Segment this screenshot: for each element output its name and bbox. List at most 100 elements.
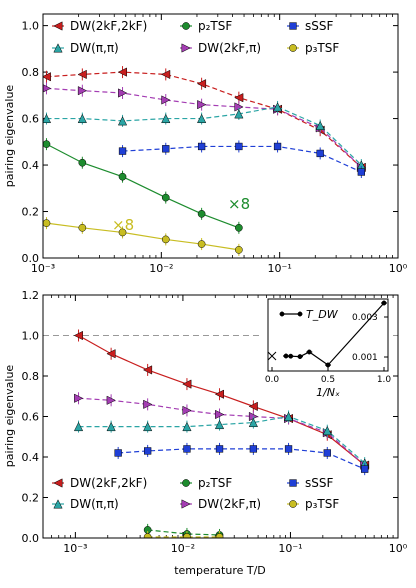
y-tick-label: 1.0 bbox=[22, 330, 40, 343]
y-tick-label: 0.8 bbox=[22, 370, 40, 383]
y-tick-label: 0.0 bbox=[22, 252, 40, 265]
data-point bbox=[197, 209, 206, 218]
y-tick-label: 0.4 bbox=[22, 451, 40, 464]
data-point bbox=[143, 533, 152, 538]
data-point bbox=[215, 533, 224, 538]
y-tick-label: 0.2 bbox=[22, 492, 40, 505]
inset-y-tick-label: 0.003 bbox=[352, 313, 378, 323]
inset-legend-label: T_DW bbox=[306, 308, 339, 321]
legend-label: DW(π,π) bbox=[70, 497, 119, 511]
top-panel: 0.0 0.2 0.4 0.6 0.8 1.0 10⁻³ 10⁻² 10⁻¹ 10⁰ pairin… bbox=[3, 13, 408, 275]
inset-data-point bbox=[381, 300, 387, 306]
top-legend: DW(2kF,2kF) DW(π,π) p₂TSF DW(2kF,π) sSSF p₃TS… bbox=[52, 19, 339, 55]
data-point bbox=[214, 389, 224, 399]
y-tick-label: 0.6 bbox=[22, 113, 40, 126]
data-point bbox=[272, 102, 283, 112]
data-point bbox=[78, 223, 87, 232]
data-point bbox=[118, 228, 127, 237]
y-tick-label: 0.4 bbox=[22, 159, 40, 172]
data-point bbox=[118, 147, 127, 155]
inset-x-tick-label: 0.5 bbox=[321, 375, 335, 385]
legend-label: sSSF bbox=[305, 476, 333, 490]
data-point bbox=[248, 401, 258, 411]
data-point bbox=[144, 447, 152, 455]
data-point bbox=[182, 379, 192, 389]
data-point bbox=[235, 223, 243, 232]
data-point bbox=[74, 393, 84, 403]
series-line bbox=[78, 397, 366, 466]
legend-label: p₃TSF bbox=[305, 497, 339, 511]
x-tick-label: 10⁻¹ bbox=[268, 262, 292, 275]
y-tick-label: 0.0 bbox=[22, 532, 40, 545]
legend-swatch-marker bbox=[182, 479, 190, 487]
x-tick-label: 10⁻³ bbox=[31, 262, 55, 275]
data-point bbox=[196, 79, 207, 89]
legend-swatch-marker bbox=[53, 21, 63, 31]
data-point bbox=[77, 69, 87, 80]
top-y-axis-label: pairing eigenvalue bbox=[3, 85, 16, 188]
data-point bbox=[161, 193, 170, 202]
series-line bbox=[46, 87, 362, 168]
top-series-layer bbox=[43, 66, 367, 256]
data-point bbox=[118, 88, 128, 98]
series-line bbox=[46, 106, 362, 166]
inset-x-tick-label: 0.0 bbox=[265, 375, 280, 385]
series-line bbox=[122, 145, 362, 173]
bottom-x-axis-label: temperature T/D bbox=[174, 564, 266, 577]
data-point bbox=[234, 109, 244, 119]
top-plot-frame bbox=[42, 13, 399, 259]
inset-x-tick-label: 1.0 bbox=[377, 375, 392, 385]
legend-label: sSSF bbox=[305, 19, 333, 33]
data-point bbox=[284, 445, 293, 453]
legend-swatch-marker bbox=[181, 499, 191, 509]
data-point bbox=[249, 445, 258, 453]
data-point bbox=[315, 120, 325, 130]
legend-swatch-marker bbox=[289, 479, 297, 487]
data-point bbox=[106, 349, 116, 359]
data-point bbox=[77, 86, 88, 96]
bottom-y-axis-label: pairing eigenvalue bbox=[3, 365, 16, 468]
legend-label: DW(2kF,π) bbox=[198, 497, 261, 511]
data-point bbox=[182, 421, 192, 432]
legend-label: DW(2kF,2kF) bbox=[70, 19, 147, 33]
data-point bbox=[283, 411, 294, 421]
data-point bbox=[43, 113, 52, 124]
inset-data-point bbox=[283, 353, 289, 359]
data-point bbox=[142, 365, 153, 375]
y-tick-label: 1.2 bbox=[22, 289, 40, 302]
series-line bbox=[118, 448, 365, 470]
bottom-plot-frame bbox=[42, 294, 399, 539]
data-point bbox=[78, 158, 87, 167]
data-point bbox=[273, 142, 282, 151]
x-tick-label: 10⁰ bbox=[389, 542, 408, 555]
data-point bbox=[43, 219, 51, 227]
data-point bbox=[162, 145, 170, 153]
inset-y-tick-label: 0.001 bbox=[352, 353, 378, 363]
y-tick-label: 0.2 bbox=[22, 206, 40, 219]
data-point bbox=[182, 405, 192, 416]
data-point bbox=[183, 445, 191, 453]
data-point bbox=[197, 100, 207, 110]
data-point bbox=[197, 113, 207, 124]
data-point bbox=[197, 240, 206, 248]
data-point bbox=[183, 533, 191, 538]
data-point bbox=[161, 69, 171, 80]
data-point bbox=[361, 465, 369, 473]
inset-ticks: 0.001 0.003 0.0 0.5 1.0 bbox=[265, 313, 392, 385]
legend-label: p₂TSF bbox=[198, 476, 232, 490]
top-tick-labels: 0.0 0.2 0.4 0.6 0.8 1.0 10⁻³ 10⁻² 10⁻¹ 10⁰ bbox=[22, 20, 408, 275]
data-point bbox=[215, 445, 224, 453]
legend-swatch-marker bbox=[289, 22, 297, 30]
inset-extrapolated-point bbox=[267, 351, 277, 361]
data-point bbox=[106, 421, 116, 432]
y-tick-label: 0.8 bbox=[22, 66, 40, 79]
legend-swatch-marker bbox=[53, 499, 63, 509]
legend-swatch-marker bbox=[289, 500, 297, 508]
inset-data-point bbox=[288, 353, 294, 359]
data-point bbox=[43, 84, 52, 93]
legend-swatch-marker bbox=[53, 478, 63, 488]
data-point bbox=[248, 417, 258, 428]
data-point bbox=[197, 142, 206, 151]
data-point bbox=[114, 449, 122, 457]
series-line bbox=[46, 222, 239, 251]
